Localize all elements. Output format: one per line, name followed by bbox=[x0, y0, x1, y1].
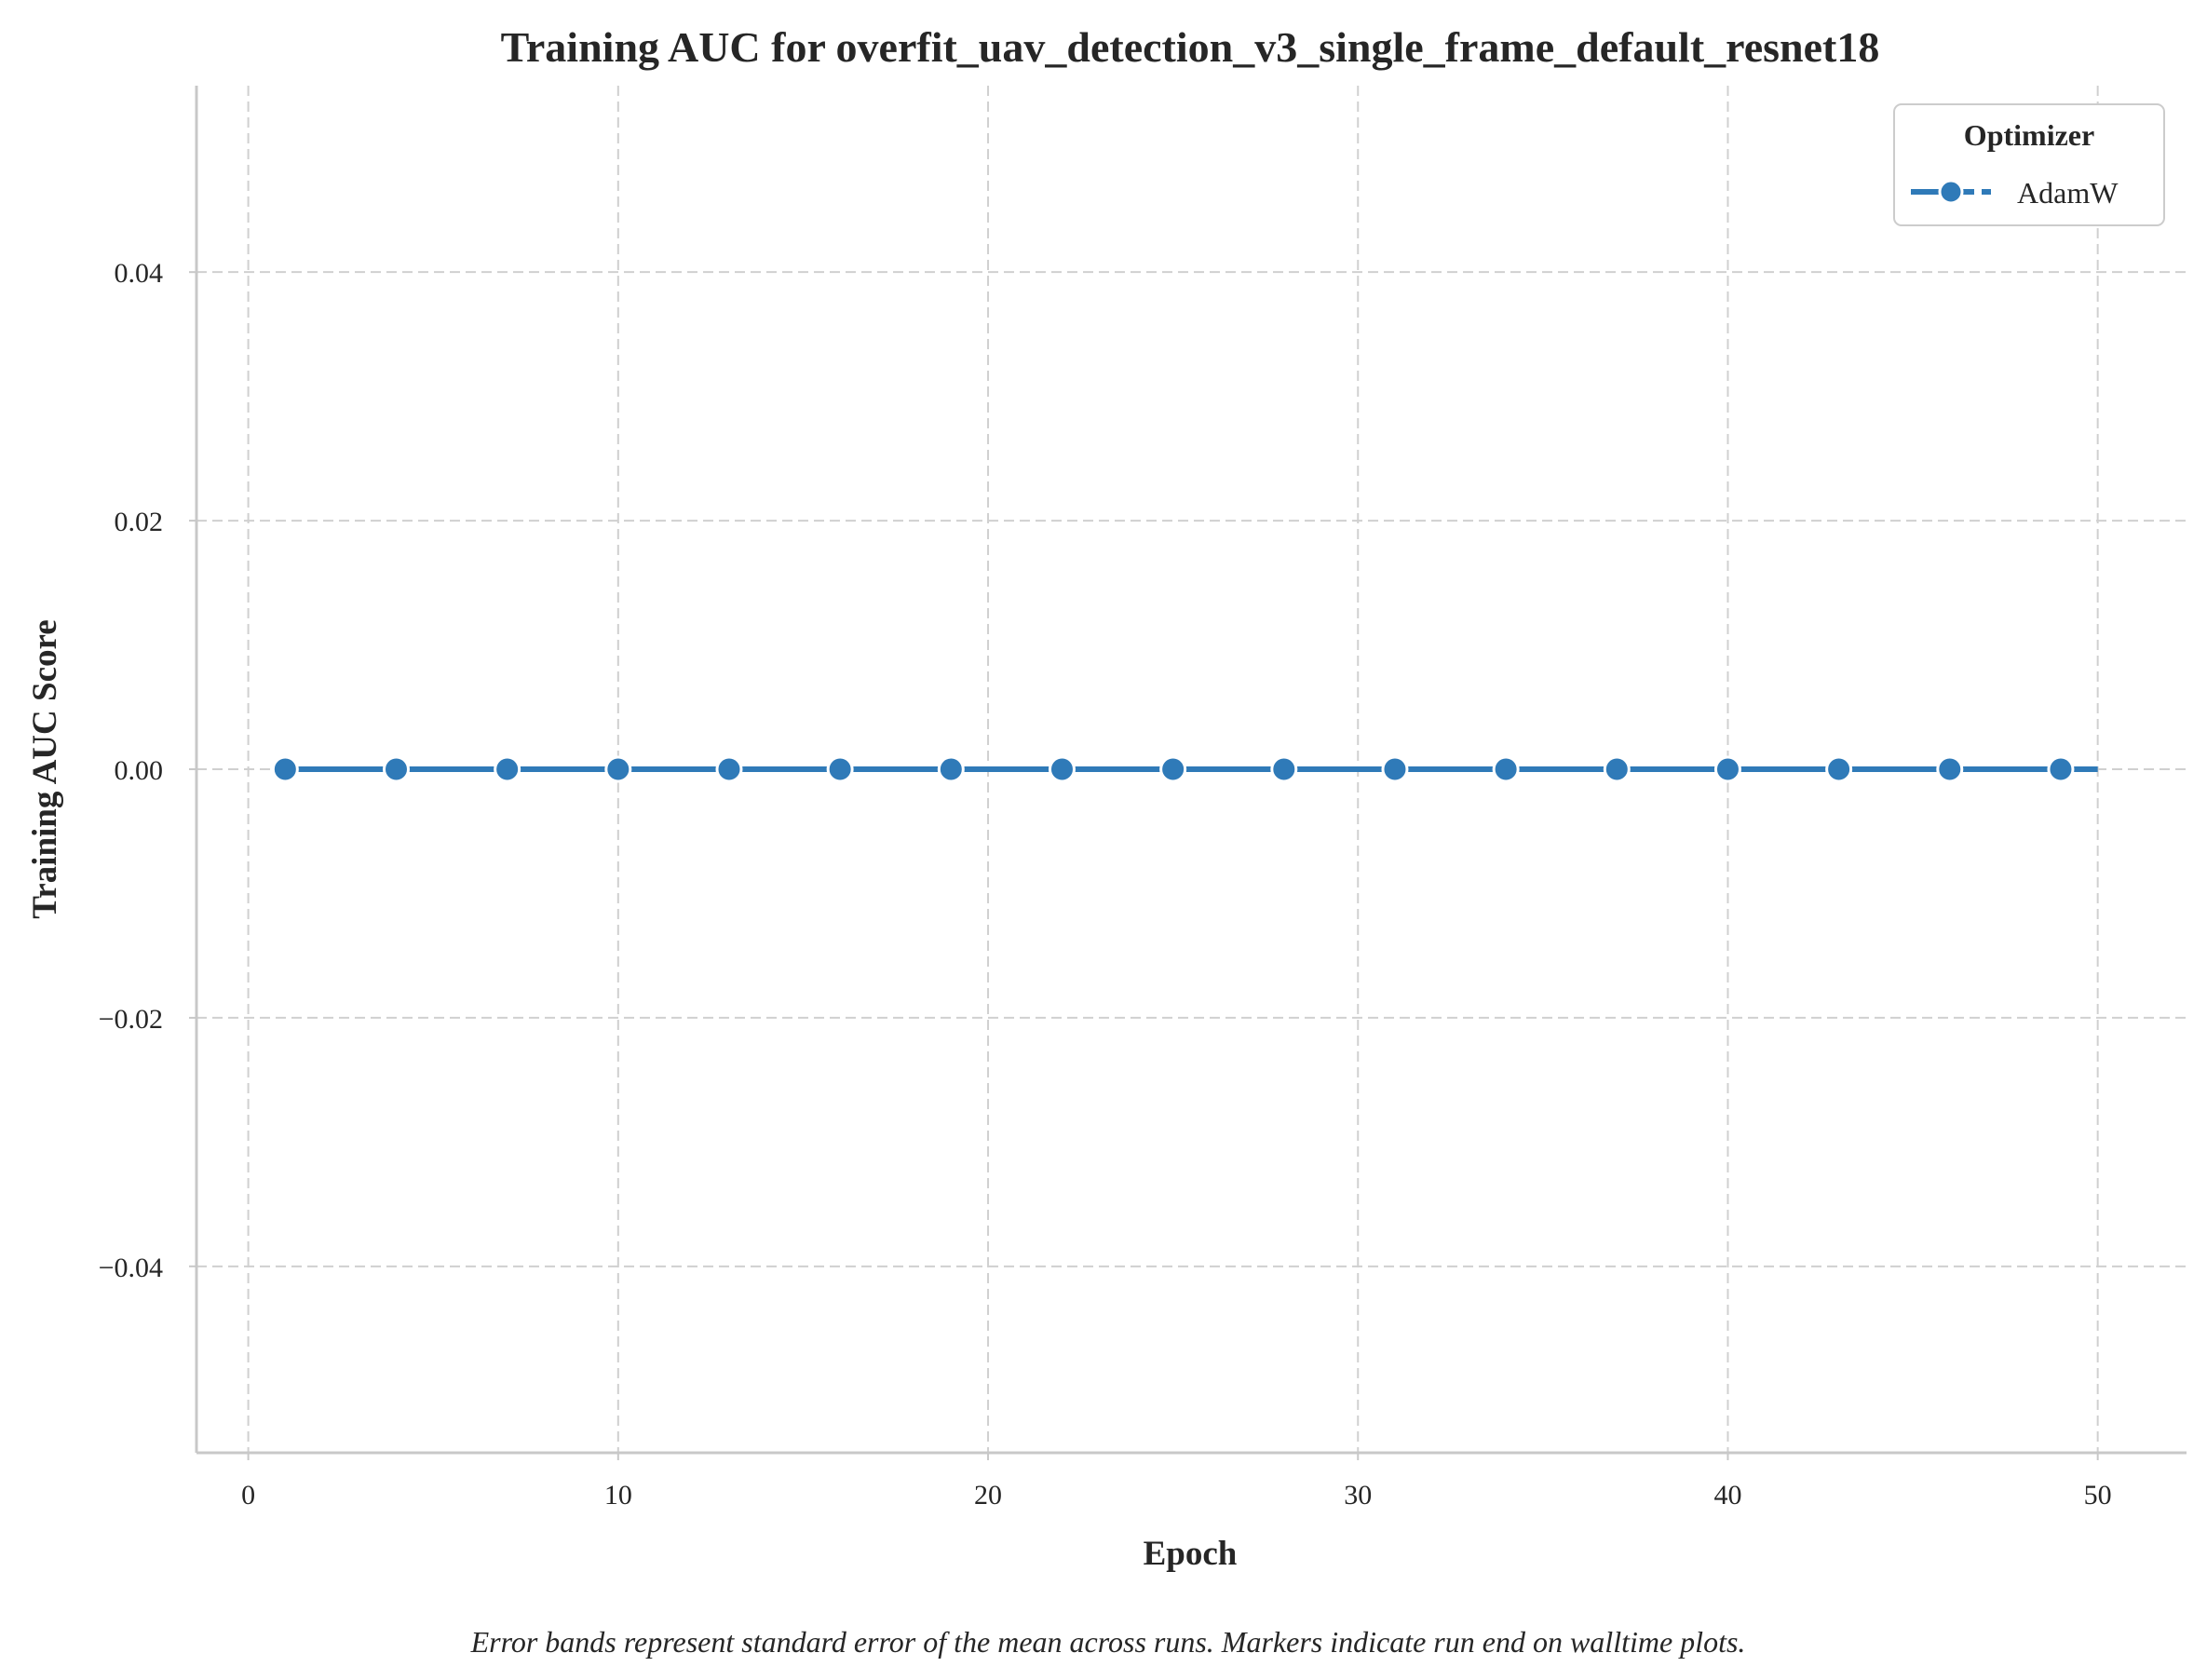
y-tick-label: 0.00 bbox=[115, 755, 164, 786]
data-point bbox=[826, 755, 854, 783]
legend: Optimizer AdamW bbox=[1893, 103, 2165, 226]
data-point bbox=[382, 755, 410, 783]
y-tick-label: −0.02 bbox=[99, 1004, 163, 1035]
legend-entry-label: AdamW bbox=[2017, 176, 2119, 210]
chart-title: Training AUC for overfit_uav_detection_v… bbox=[501, 23, 1880, 71]
legend-marker-swatch bbox=[1938, 179, 1964, 205]
data-point bbox=[1381, 755, 1409, 783]
data-point bbox=[494, 755, 521, 783]
x-tick-label: 10 bbox=[604, 1480, 632, 1511]
legend-title: Optimizer bbox=[1964, 118, 2094, 152]
data-point bbox=[937, 755, 965, 783]
series-layer bbox=[271, 755, 2098, 783]
x-tick-label: 0 bbox=[241, 1480, 255, 1511]
x-axis-label: Epoch bbox=[1144, 1535, 1238, 1573]
data-point bbox=[1936, 755, 1964, 783]
x-tick-label: 30 bbox=[1344, 1480, 1372, 1511]
x-tick-label: 20 bbox=[974, 1480, 1002, 1511]
chart-caption: Error bands represent standard error of … bbox=[470, 1625, 1746, 1659]
data-point bbox=[271, 755, 299, 783]
y-tick-label: 0.04 bbox=[115, 258, 164, 289]
y-tick-label: −0.04 bbox=[99, 1253, 163, 1283]
x-tick-label: 50 bbox=[2084, 1480, 2112, 1511]
data-point bbox=[1159, 755, 1187, 783]
data-point bbox=[715, 755, 743, 783]
y-tick-label: 0.02 bbox=[115, 507, 164, 537]
data-point bbox=[604, 755, 632, 783]
y-axis-ticks: 0.04 0.02 0.00 −0.02 −0.04 bbox=[99, 258, 196, 1283]
data-point bbox=[1603, 755, 1631, 783]
data-point bbox=[1713, 755, 1741, 783]
data-point bbox=[1492, 755, 1520, 783]
data-point bbox=[1825, 755, 1853, 783]
data-point bbox=[1270, 755, 1298, 783]
x-axis-ticks: 0 10 20 30 40 50 bbox=[241, 1453, 2112, 1511]
x-tick-label: 40 bbox=[1713, 1480, 1741, 1511]
data-point bbox=[2047, 755, 2075, 783]
data-point bbox=[1048, 755, 1076, 783]
y-axis-label: Training AUC Score bbox=[26, 619, 64, 918]
